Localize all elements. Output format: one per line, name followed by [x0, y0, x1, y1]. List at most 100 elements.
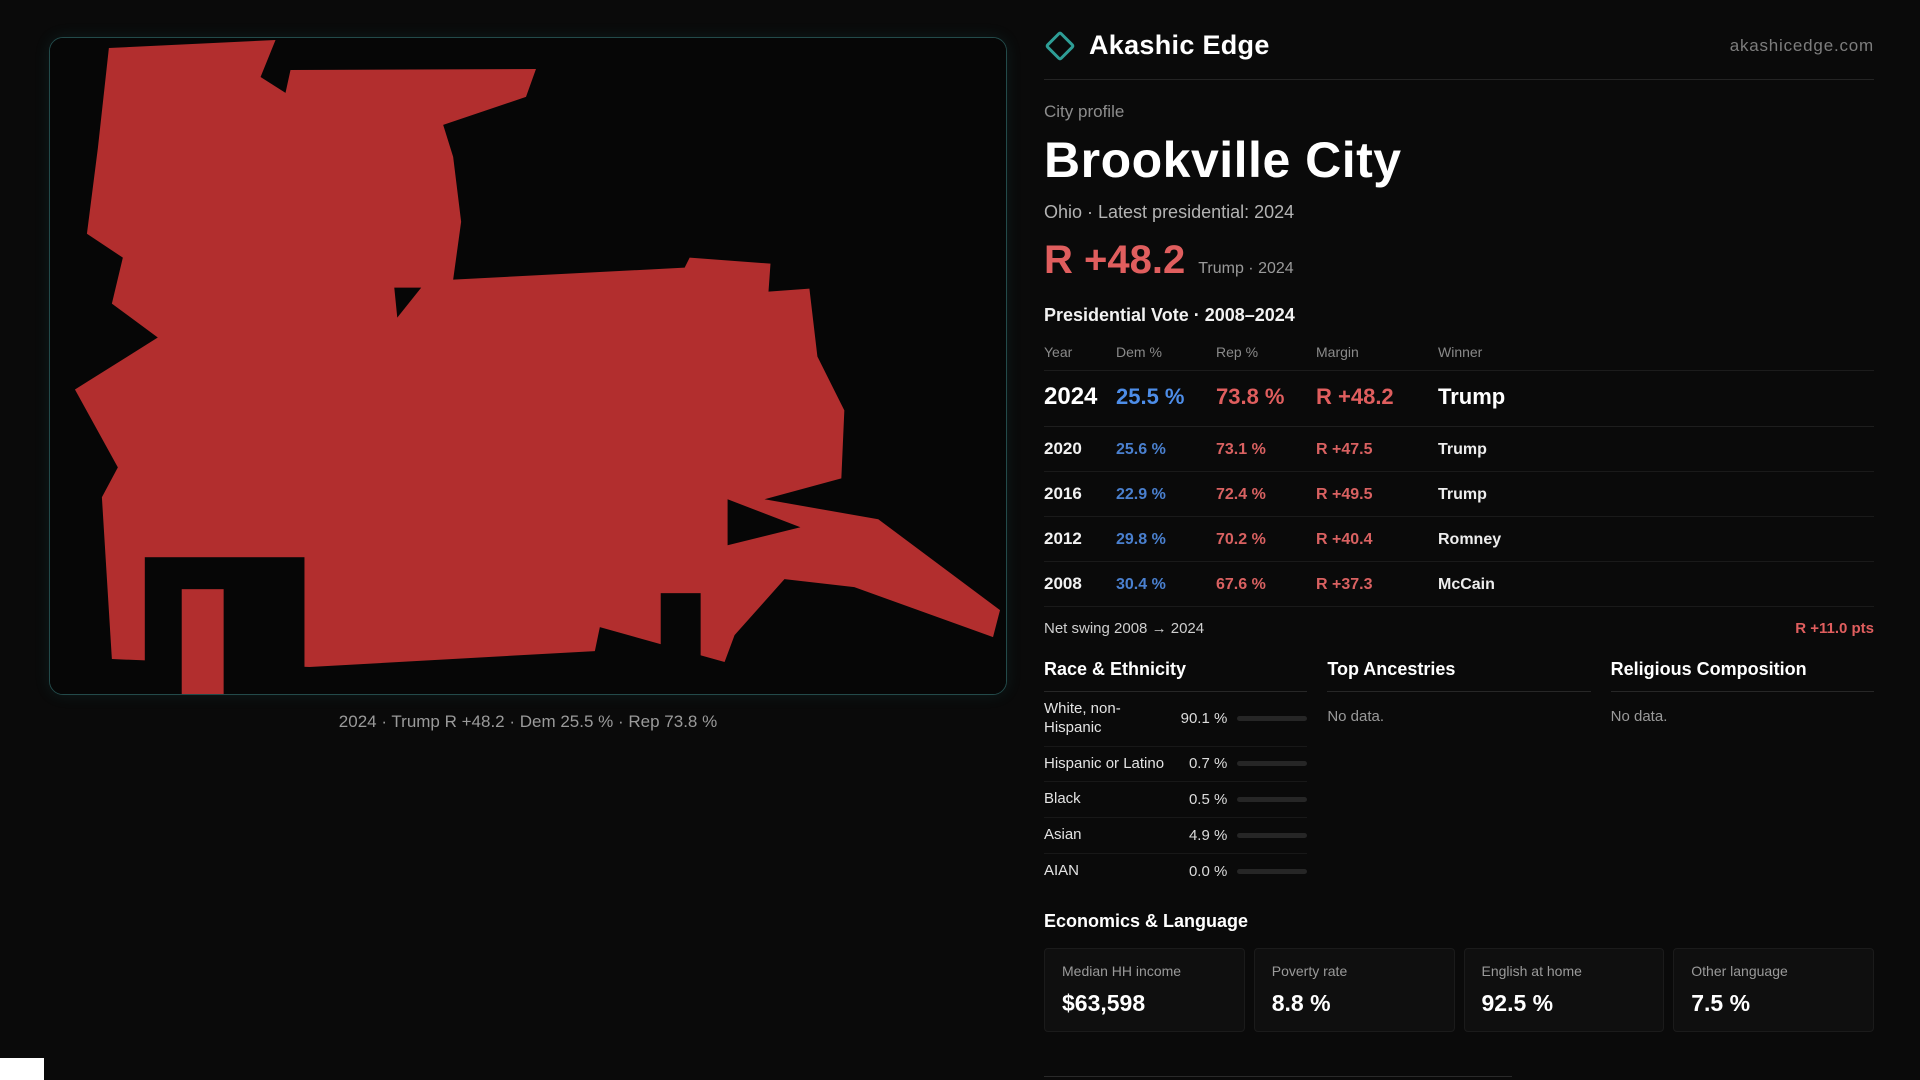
col-header-rep: Rep %	[1216, 344, 1259, 360]
city-shape	[74, 39, 1001, 668]
col-header-margin: Margin	[1316, 344, 1359, 360]
cell-rep: 73.8 %	[1216, 384, 1285, 409]
cell-rep: 73.1 %	[1216, 441, 1266, 458]
cell-year: 2012	[1044, 529, 1082, 548]
stat-value: 7.5 %	[1691, 989, 1751, 1016]
page-title: Brookville City	[1044, 132, 1402, 188]
vote-table-title: Presidential Vote · 2008–2024	[1044, 305, 1295, 325]
map-section: 2024 · Trump R +48.2 · Dem 25.5 % · Rep …	[49, 37, 1007, 732]
map-caption: 2024 · Trump R +48.2 · Dem 25.5 % · Rep …	[338, 712, 718, 731]
headline-margin-value: R +48.2	[1044, 238, 1186, 282]
cell-rep: 67.6 %	[1216, 576, 1266, 593]
map-cutout	[394, 287, 422, 318]
map-cutout	[181, 589, 224, 694]
brand-domain-link[interactable]: akashicedge.com	[1729, 35, 1874, 55]
cell-rep: 72.4 %	[1216, 486, 1266, 503]
stat-label: English at home	[1481, 962, 1582, 979]
profile-kicker: City profile	[1044, 102, 1125, 121]
economics-title: Economics & Language	[1044, 910, 1249, 931]
stat-label: Median HH income	[1062, 962, 1182, 979]
cell-dem: 25.5 %	[1116, 384, 1185, 409]
stat-card: Median HH income $63,598	[1044, 947, 1245, 1032]
cell-winner: Romney	[1438, 531, 1502, 548]
race-label: Hispanic or Latino	[1044, 754, 1165, 772]
cell-margin: R +40.4	[1316, 531, 1373, 548]
cell-margin: R +49.5	[1316, 486, 1373, 503]
stat-value: 92.5 %	[1481, 989, 1554, 1016]
cell-dem: 22.9 %	[1116, 486, 1166, 503]
headline-margin: R +48.2 Trump · 2024	[1044, 238, 1874, 283]
stat-card: Poverty rate 8.8 %	[1253, 947, 1455, 1032]
ancestries-empty-state: No data.	[1327, 708, 1385, 725]
race-bar	[1237, 761, 1308, 767]
city-map-panel	[49, 37, 1007, 695]
stat-value: $63,598	[1062, 989, 1146, 1016]
list-item: AIAN 0.0 %	[1044, 854, 1308, 889]
col-header-dem: Dem %	[1116, 344, 1162, 360]
cell-winner: Trump	[1438, 486, 1487, 503]
vote-table: Year Dem % Rep % Margin Winner 2024 25.5…	[1044, 338, 1874, 607]
cell-dem: 29.8 %	[1116, 531, 1166, 548]
religion-column: Religious Composition No data.	[1610, 659, 1874, 889]
cell-dem: 25.6 %	[1116, 441, 1166, 458]
cell-year: 2020	[1044, 439, 1082, 458]
map-cutout	[727, 499, 801, 546]
list-item: Hispanic or Latino 0.7 %	[1044, 747, 1308, 783]
race-label: Asian	[1044, 826, 1082, 843]
artifact-rect	[0, 1058, 44, 1080]
economics-stats: Median HH income $63,598 Poverty rate 8.…	[1044, 947, 1874, 1032]
cell-year: 2008	[1044, 574, 1082, 593]
religion-title: Religious Composition	[1610, 659, 1874, 692]
race-value: 0.5 %	[1188, 791, 1228, 809]
vote-table-header: Year Dem % Rep % Margin Winner	[1044, 338, 1874, 371]
col-header-year: Year	[1044, 344, 1073, 360]
religion-empty-state: No data.	[1610, 708, 1668, 725]
stat-value: 8.8 %	[1271, 989, 1331, 1016]
cell-rep: 70.2 %	[1216, 531, 1266, 548]
race-value: 90.1 %	[1180, 710, 1228, 728]
race-bar	[1237, 868, 1308, 874]
race-bar	[1237, 832, 1308, 838]
race-ethnicity-title: Race & Ethnicity	[1044, 659, 1308, 692]
cell-dem: 30.4 %	[1116, 576, 1166, 593]
table-row: 2020 25.6 % 73.1 % R +47.5 Trump	[1044, 427, 1874, 472]
headline-margin-note: Trump · 2024	[1198, 260, 1294, 277]
race-bar	[1237, 716, 1308, 722]
cell-margin: R +48.2	[1316, 384, 1394, 409]
race-value: 4.9 %	[1188, 826, 1228, 844]
profile-column: Akashic Edge akashicedge.com City profil…	[1044, 29, 1874, 1080]
race-ethnicity-column: Race & Ethnicity White, non-Hispanic 90.…	[1044, 659, 1308, 889]
list-item: Black 0.5 %	[1044, 782, 1308, 818]
net-swing-row: Net swing 2008 → 2024 R +11.0 pts	[1044, 607, 1874, 643]
race-bar	[1237, 797, 1308, 803]
race-value: 0.0 %	[1188, 862, 1228, 880]
table-row: 2008 30.4 % 67.6 % R +37.3 McCain	[1044, 562, 1874, 607]
table-row: 2016 22.9 % 72.4 % R +49.5 Trump	[1044, 472, 1874, 517]
race-value: 0.7 %	[1188, 755, 1228, 773]
stat-label: Poverty rate	[1271, 962, 1348, 979]
stat-card: English at home 92.5 %	[1463, 947, 1665, 1032]
cell-margin: R +37.3	[1316, 576, 1373, 593]
cell-winner: Trump	[1438, 384, 1506, 409]
city-boundary-map	[50, 38, 1006, 694]
cell-margin: R +47.5	[1316, 441, 1373, 458]
race-label: Black	[1044, 790, 1081, 808]
ancestries-column: Top Ancestries No data.	[1327, 659, 1591, 889]
race-label: White, non-Hispanic	[1044, 700, 1121, 736]
net-swing-value: R +11.0 pts	[1795, 620, 1874, 637]
net-swing-label: Net swing 2008 → 2024	[1044, 620, 1205, 637]
page-footer: Sources: Akashic Edge elections database…	[1044, 1075, 1874, 1080]
race-label: AIAN	[1044, 861, 1080, 879]
table-row: 2012 29.8 % 70.2 % R +40.4 Romney	[1044, 517, 1874, 562]
cell-winner: McCain	[1438, 576, 1495, 593]
cell-year: 2024	[1044, 383, 1098, 410]
map-cutout	[660, 593, 701, 694]
site-header: Akashic Edge akashicedge.com	[1044, 29, 1874, 80]
col-header-winner: Winner	[1438, 344, 1483, 360]
list-item: Asian 4.9 %	[1044, 818, 1308, 854]
brand-diamond-icon	[1044, 29, 1076, 62]
profile-subtitle: Ohio · Latest presidential: 2024	[1044, 202, 1295, 222]
stat-card: Other language 7.5 %	[1673, 947, 1874, 1032]
demographics-section: Race & Ethnicity White, non-Hispanic 90.…	[1044, 659, 1874, 889]
